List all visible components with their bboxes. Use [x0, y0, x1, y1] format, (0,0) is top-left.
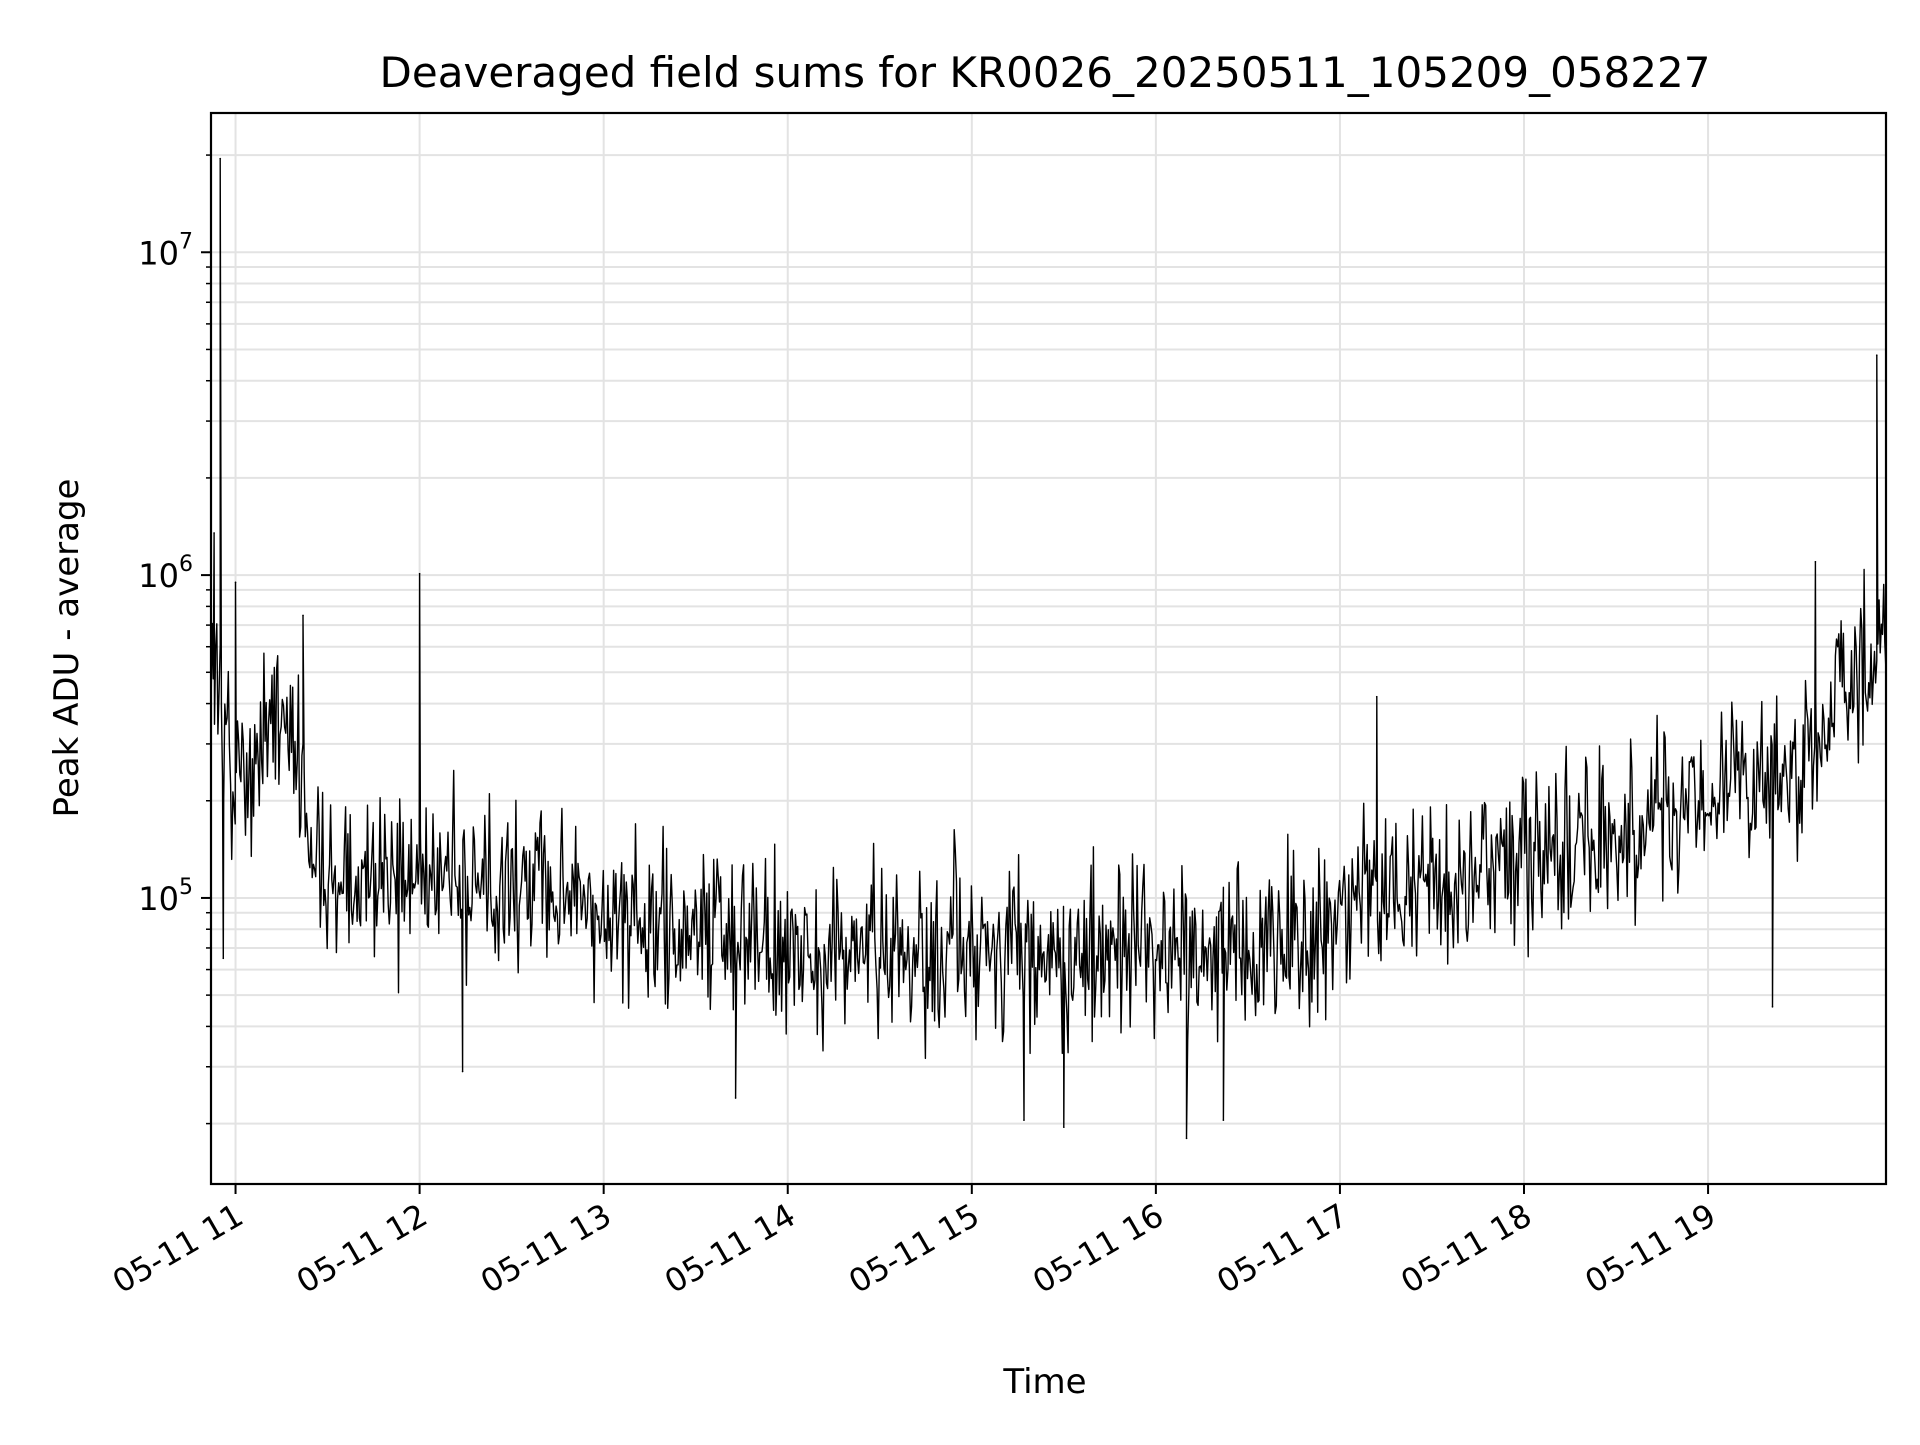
x-tick-label: 05-11 11 — [106, 1196, 250, 1301]
x-tick-label: 05-11 12 — [290, 1196, 434, 1301]
chart-title: Deaveraged field sums for KR0026_2025051… — [380, 48, 1711, 97]
spike-point — [302, 614, 304, 617]
spike-point — [1023, 1119, 1025, 1121]
x-tick-label: 05-11 17 — [1210, 1196, 1354, 1301]
y-axis-label: Peak ADU - average — [47, 479, 87, 818]
series-line — [210, 157, 1887, 1140]
spike-point — [1375, 695, 1378, 698]
x-tick-label: 05-11 16 — [1026, 1196, 1170, 1301]
spike-point — [1185, 1137, 1188, 1140]
spike-point — [1063, 1126, 1065, 1128]
spike-point — [418, 572, 421, 575]
spike-point — [1222, 1119, 1225, 1121]
axis-ticks: 05-11 11 05-11 12 05-11 13 05-11 14 05-11 15… — [106, 154, 1722, 1301]
plot-area — [210, 157, 1887, 1140]
y-tick-label: 106 — [138, 552, 193, 595]
spike-point — [1771, 1006, 1774, 1008]
spike-point — [219, 157, 222, 160]
spike-point — [1875, 354, 1878, 356]
x-tick-label: 05-11 15 — [842, 1196, 986, 1301]
y-tick-label: 107 — [138, 229, 193, 272]
spike-point — [461, 1070, 464, 1073]
spike-point — [234, 581, 237, 584]
x-axis-label: Time — [1002, 1362, 1086, 1402]
spike-point — [734, 1097, 737, 1099]
y-tick-label: 105 — [138, 875, 193, 918]
spike-point — [1814, 560, 1817, 563]
x-tick-label: 05-11 13 — [474, 1196, 618, 1301]
x-tick-label: 05-11 18 — [1394, 1196, 1538, 1301]
spike-point — [213, 532, 215, 534]
spike-point — [222, 957, 225, 960]
plot-frame — [209, 111, 1888, 1186]
x-tick-label: 05-11 19 — [1578, 1196, 1722, 1301]
x-tick-label: 05-11 14 — [658, 1196, 802, 1301]
